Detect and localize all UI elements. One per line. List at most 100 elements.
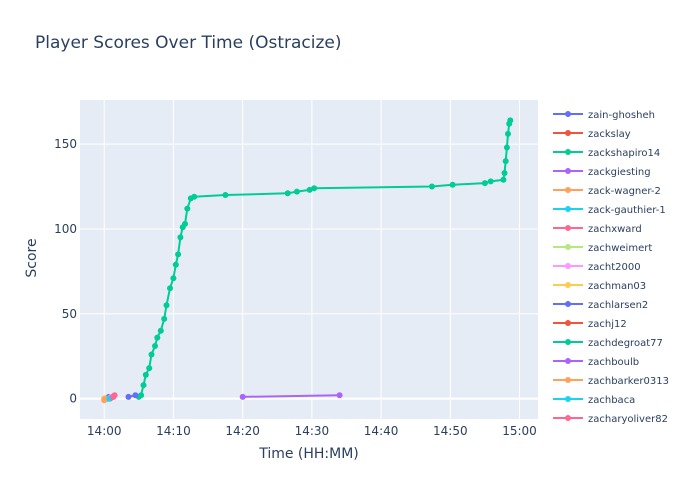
legend-item[interactable]: zachj12 bbox=[553, 319, 627, 330]
chart-title: Player Scores Over Time (Ostracize) bbox=[35, 33, 342, 53]
legend-item[interactable]: zachlarsen2 bbox=[553, 300, 648, 311]
data-point bbox=[109, 393, 116, 400]
x-tick-label: 14:00 bbox=[87, 424, 122, 438]
legend-label: zacht2000 bbox=[588, 262, 641, 273]
legend-label: zachbarker0313 bbox=[588, 376, 669, 387]
data-point bbox=[306, 186, 313, 193]
series-zachlarsen2 bbox=[125, 392, 139, 400]
legend-item[interactable]: zackgiesting bbox=[553, 167, 651, 178]
legend-label: zack-wagner-2 bbox=[588, 186, 661, 197]
legend-label: zachbaca bbox=[588, 395, 635, 406]
plot-background bbox=[80, 100, 538, 419]
data-point bbox=[182, 220, 188, 227]
data-point bbox=[177, 234, 184, 241]
legend-label: zachweimert bbox=[588, 243, 652, 254]
y-tick-labels: 0 50 100 150 bbox=[54, 137, 77, 406]
y-tick-label: 100 bbox=[54, 222, 77, 236]
legend-label: zachj12 bbox=[588, 319, 627, 330]
legend-item[interactable]: zachman03 bbox=[553, 281, 646, 292]
legend-item[interactable]: zack-wagner-2 bbox=[553, 186, 661, 197]
legend-item[interactable]: zacht2000 bbox=[553, 262, 641, 273]
legend-item[interactable]: zackshapiro14 bbox=[553, 148, 660, 159]
legend-swatch-marker bbox=[565, 339, 571, 345]
legend-label: zachxward bbox=[588, 224, 642, 235]
legend-label: zacharyoliver82 bbox=[588, 414, 668, 425]
legend-item[interactable]: zack-gauthier-1 bbox=[553, 205, 666, 216]
legend-swatch-marker bbox=[565, 396, 571, 402]
legend-swatch-marker bbox=[565, 130, 571, 136]
data-point bbox=[167, 285, 173, 292]
data-point bbox=[501, 170, 508, 176]
legend-item[interactable]: zain-ghosheh bbox=[553, 110, 655, 121]
legend-swatch-marker bbox=[565, 187, 571, 193]
data-point bbox=[175, 251, 182, 258]
data-point bbox=[293, 188, 300, 195]
legend-swatch-marker bbox=[565, 168, 571, 174]
legend-item[interactable]: zachweimert bbox=[553, 243, 652, 254]
data-point bbox=[502, 158, 509, 165]
x-tick-labels: 14:00 14:10 14:20 14:30 14:40 14:50 15:00 bbox=[87, 424, 537, 438]
x-tick-label: 15:00 bbox=[502, 424, 537, 438]
data-point bbox=[170, 275, 177, 282]
legend-swatch-marker bbox=[565, 244, 571, 250]
legend-swatch-marker bbox=[565, 415, 571, 421]
legend-item[interactable]: zackslay bbox=[553, 129, 631, 140]
data-point bbox=[138, 392, 145, 399]
series-zackshapiro14 bbox=[135, 117, 514, 400]
legend-item[interactable]: zacharyoliver82 bbox=[553, 414, 668, 425]
data-point bbox=[311, 185, 318, 192]
legend-item[interactable]: zachbarker0313 bbox=[553, 376, 669, 387]
x-tick-label: 14:20 bbox=[225, 424, 260, 438]
x-tick-label: 14:50 bbox=[433, 424, 468, 438]
data-point bbox=[184, 205, 191, 212]
data-point bbox=[481, 180, 488, 187]
data-point bbox=[191, 193, 198, 200]
legend-label: zachman03 bbox=[588, 281, 646, 292]
legend-swatch-marker bbox=[565, 263, 571, 269]
data-point bbox=[125, 393, 132, 400]
y-tick-label: 150 bbox=[54, 137, 77, 151]
series-layer bbox=[101, 117, 514, 404]
legend-label: zackslay bbox=[588, 129, 631, 140]
data-point bbox=[140, 382, 147, 389]
y-tick-label: 50 bbox=[62, 307, 77, 321]
legend-item[interactable]: zachboulb bbox=[553, 357, 639, 368]
data-point bbox=[152, 343, 158, 349]
series-line bbox=[242, 394, 340, 398]
legend-swatch-marker bbox=[565, 206, 571, 212]
legend-swatch-marker bbox=[565, 149, 571, 155]
series-zacharyoliver82 bbox=[109, 393, 116, 400]
data-point bbox=[161, 315, 168, 322]
legend-item[interactable]: zachxward bbox=[553, 224, 642, 235]
data-point bbox=[172, 261, 179, 268]
data-point bbox=[505, 130, 511, 137]
data-point bbox=[487, 178, 494, 185]
data-point bbox=[239, 393, 246, 400]
data-point bbox=[146, 365, 153, 372]
data-point bbox=[507, 117, 514, 124]
data-point bbox=[284, 190, 291, 197]
series-zackgiesting bbox=[239, 392, 343, 400]
grid-lines bbox=[80, 100, 538, 419]
legend-item[interactable]: zachbaca bbox=[553, 395, 635, 406]
y-tick-label: 0 bbox=[69, 392, 77, 406]
x-tick-label: 14:10 bbox=[156, 424, 191, 438]
legend-swatch-marker bbox=[565, 320, 571, 326]
x-tick-label: 14:30 bbox=[295, 424, 330, 438]
legend-label: zackgiesting bbox=[588, 167, 651, 178]
data-point bbox=[148, 351, 155, 358]
data-point bbox=[132, 392, 139, 399]
legend-label: zain-ghosheh bbox=[588, 110, 655, 121]
legend-swatch-marker bbox=[565, 111, 571, 117]
legend-swatch-marker bbox=[565, 301, 571, 307]
data-point bbox=[449, 181, 456, 188]
legend-swatch-marker bbox=[565, 282, 571, 288]
legend[interactable]: zain-ghosheh zackslay zackshapiro14 zackgie… bbox=[553, 110, 669, 425]
legend-item[interactable]: zachdegroat77 bbox=[553, 338, 663, 349]
data-point bbox=[500, 176, 507, 183]
data-point bbox=[428, 183, 435, 190]
x-tick-label: 14:40 bbox=[364, 424, 399, 438]
data-point bbox=[157, 327, 164, 334]
